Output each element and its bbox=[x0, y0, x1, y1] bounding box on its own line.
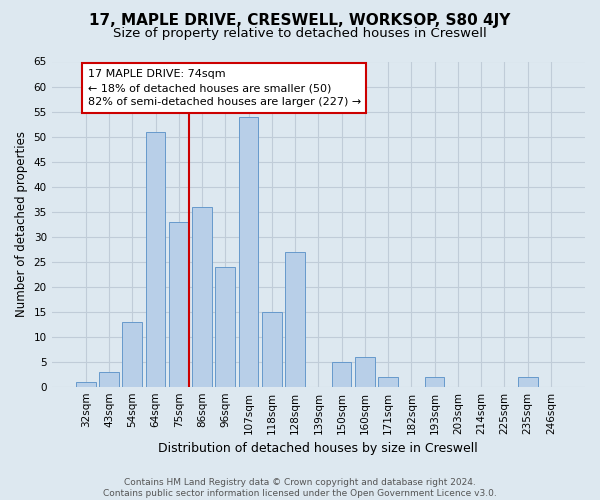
Bar bbox=[285, 252, 305, 386]
Bar bbox=[146, 132, 166, 386]
Bar bbox=[76, 382, 95, 386]
Text: Contains HM Land Registry data © Crown copyright and database right 2024.
Contai: Contains HM Land Registry data © Crown c… bbox=[103, 478, 497, 498]
Y-axis label: Number of detached properties: Number of detached properties bbox=[15, 131, 28, 317]
Bar bbox=[239, 116, 259, 386]
Bar bbox=[169, 222, 188, 386]
X-axis label: Distribution of detached houses by size in Creswell: Distribution of detached houses by size … bbox=[158, 442, 478, 455]
Bar bbox=[122, 322, 142, 386]
Bar bbox=[518, 376, 538, 386]
Bar bbox=[215, 266, 235, 386]
Text: 17 MAPLE DRIVE: 74sqm
← 18% of detached houses are smaller (50)
82% of semi-deta: 17 MAPLE DRIVE: 74sqm ← 18% of detached … bbox=[88, 69, 361, 107]
Bar bbox=[425, 376, 445, 386]
Bar bbox=[99, 372, 119, 386]
Text: 17, MAPLE DRIVE, CRESWELL, WORKSOP, S80 4JY: 17, MAPLE DRIVE, CRESWELL, WORKSOP, S80 … bbox=[89, 12, 511, 28]
Text: Size of property relative to detached houses in Creswell: Size of property relative to detached ho… bbox=[113, 28, 487, 40]
Bar bbox=[192, 206, 212, 386]
Bar bbox=[332, 362, 352, 386]
Bar bbox=[378, 376, 398, 386]
Bar bbox=[355, 356, 375, 386]
Bar bbox=[262, 312, 282, 386]
